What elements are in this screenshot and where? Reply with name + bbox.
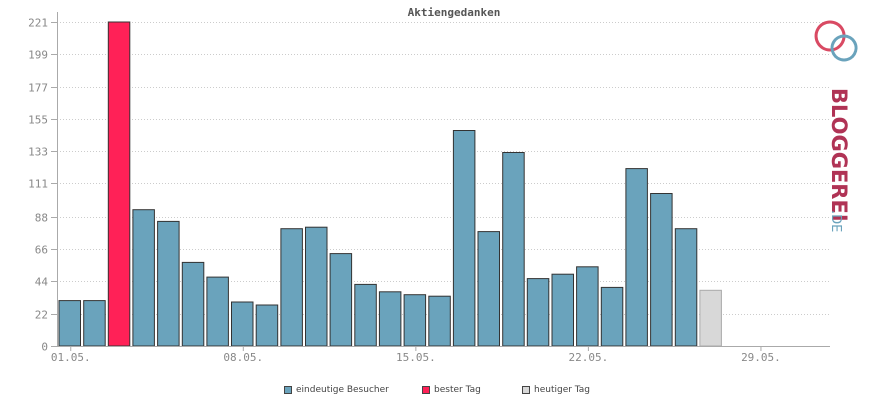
y-tick-label: 199 (28, 49, 48, 62)
x-tick-label: 22.05. (569, 351, 609, 364)
bar (83, 300, 106, 347)
x-tick-labels: 01.05. 08.05. 15.05. 22.05. 29.05. (51, 346, 781, 364)
bar (551, 273, 574, 347)
bloggerei-logo-text: BLOGGEREI .DE (827, 88, 848, 232)
y-tick-label: 88 (35, 212, 48, 225)
bar (600, 286, 624, 347)
legend-label-visitors: eindeutige Besucher (296, 385, 389, 395)
bar (477, 231, 500, 347)
x-tick-label: 08.05. (223, 351, 263, 364)
legend-item-today: heutiger Tag (522, 385, 590, 395)
bar (428, 295, 451, 347)
bar (181, 261, 205, 347)
y-tick-labels: 0 22 44 66 88 111 133 155 177 199 221 (28, 17, 48, 354)
y-tick-label: 177 (28, 82, 48, 95)
y-tick-label: 44 (35, 276, 49, 289)
bar (329, 253, 353, 347)
legend-swatch-visitors (284, 386, 292, 394)
bar (403, 294, 427, 347)
bloggerei-logo: BLOGGEREI .DE (808, 18, 864, 232)
grid (51, 22, 830, 347)
y-tick-label: 155 (28, 114, 48, 127)
bar (107, 21, 131, 347)
logo-main-text: BLOGGEREI (827, 88, 848, 222)
y-tick-label: 0 (41, 341, 48, 354)
bar (576, 266, 599, 347)
y-tick-label: 221 (28, 17, 48, 30)
bar (58, 300, 81, 347)
legend-item-visitors: eindeutige Besucher (284, 385, 389, 395)
legend-label-today: heutiger Tag (534, 385, 591, 395)
logo-suffix-text: .DE (828, 210, 843, 232)
y-tick-label: 66 (35, 244, 48, 257)
bar (305, 226, 328, 347)
bar (625, 168, 648, 347)
legend-label-best-day: bester Tag (434, 385, 481, 395)
x-tick-label: 01.05. (51, 351, 91, 364)
legend-swatch-today (522, 386, 530, 394)
y-tick-label: 133 (28, 146, 48, 159)
legend-item-best-day: bester Tag (422, 385, 481, 395)
bar (699, 289, 722, 347)
x-tick-label: 15.05. (396, 351, 436, 364)
bar (231, 301, 254, 347)
bar (650, 193, 673, 347)
bar (280, 228, 303, 347)
bar (206, 276, 229, 347)
bar (255, 304, 279, 347)
legend: eindeutige Besucher bester Tag heutiger … (0, 385, 870, 399)
x-tick-label: 29.05. (741, 351, 781, 364)
legend-swatch-best-day (422, 386, 430, 394)
bar (502, 152, 525, 347)
y-tick-label: 111 (28, 178, 48, 191)
bloggerei-logo-icon (814, 20, 858, 62)
bar (132, 209, 155, 347)
bar (674, 228, 698, 347)
axes (51, 12, 830, 347)
bar (378, 291, 402, 347)
chart-title: Aktiengedanken (408, 6, 501, 19)
y-tick-label: 22 (35, 309, 48, 322)
bar (157, 220, 180, 347)
bar (354, 283, 377, 347)
bar (452, 130, 476, 347)
bar (526, 278, 550, 347)
